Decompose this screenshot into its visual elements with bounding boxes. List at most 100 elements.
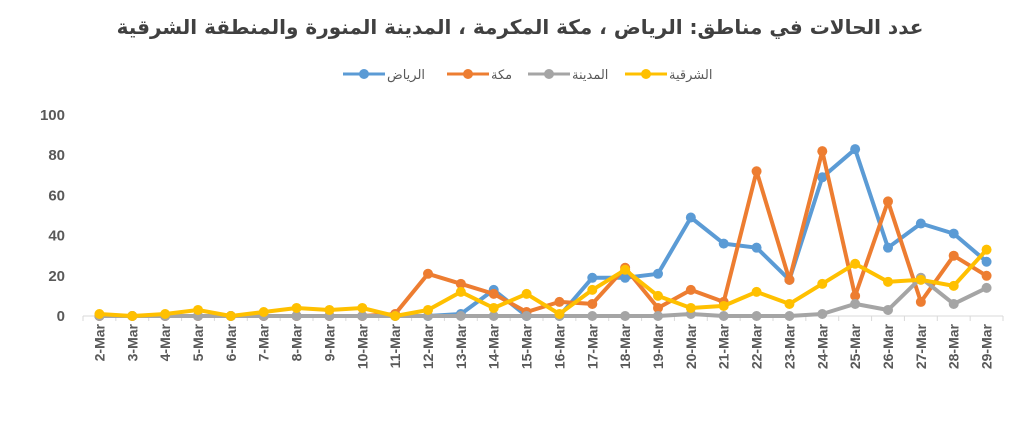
data-point-makkah-23-mar <box>784 274 795 285</box>
data-point-eastern-21-mar <box>718 300 729 311</box>
data-point-riyadh-25-mar <box>850 144 861 155</box>
data-point-eastern-4-mar <box>160 308 171 319</box>
legend-item-madinah: المدينة <box>528 68 608 83</box>
legend-label-eastern: الشرقية <box>669 68 712 83</box>
data-point-eastern-23-mar <box>784 298 795 309</box>
data-point-eastern-8-mar <box>291 302 302 313</box>
x-tick-label-9-mar: 9-Mar <box>321 323 337 361</box>
data-point-riyadh-22-mar <box>751 242 762 253</box>
data-point-eastern-10-mar <box>357 302 368 313</box>
data-point-riyadh-17-mar <box>587 272 598 283</box>
data-point-eastern-6-mar <box>225 311 236 321</box>
legend-marker-riyadh <box>359 69 369 79</box>
data-point-eastern-17-mar <box>587 284 598 295</box>
x-tick-label-12-mar: 12-Mar <box>420 323 436 369</box>
x-tick-label-28-mar: 28-Mar <box>946 323 962 369</box>
legend-marker-madinah <box>544 69 554 79</box>
data-point-makkah-14-mar <box>488 288 499 299</box>
data-point-madinah-22-mar <box>751 311 762 321</box>
chart-title: عدد الحالات في مناطق: الرياض ، مكة المكر… <box>117 15 924 40</box>
data-point-eastern-27-mar <box>915 274 926 285</box>
y-tick-label-20: 20 <box>48 268 65 285</box>
legend-marker-eastern <box>641 69 651 79</box>
x-tick-label-3-mar: 3-Mar <box>124 323 140 361</box>
data-point-eastern-22-mar <box>751 286 762 297</box>
legend-label-makkah: مكة <box>491 68 512 83</box>
data-point-eastern-9-mar <box>324 304 335 315</box>
data-point-makkah-24-mar <box>817 146 828 157</box>
series-eastern <box>94 244 992 321</box>
x-tick-label-27-mar: 27-Mar <box>913 323 929 369</box>
x-tick-label-25-mar: 25-Mar <box>847 323 863 369</box>
data-point-eastern-3-mar <box>127 311 138 321</box>
data-point-madinah-26-mar <box>883 304 893 315</box>
legend-marker-makkah <box>463 69 473 79</box>
series-makkah <box>94 146 992 321</box>
x-tick-label-29-mar: 29-Mar <box>979 323 995 369</box>
data-point-eastern-26-mar <box>883 276 893 287</box>
data-point-madinah-8-mar <box>291 311 302 321</box>
data-point-madinah-24-mar <box>817 308 828 319</box>
data-point-makkah-19-mar <box>653 302 663 313</box>
x-tick-label-11-mar: 11-Mar <box>387 323 403 368</box>
data-point-makkah-20-mar <box>685 284 696 295</box>
data-point-eastern-19-mar <box>653 290 663 301</box>
x-tick-label-10-mar: 10-Mar <box>354 323 370 369</box>
data-point-madinah-17-mar <box>587 311 598 321</box>
x-tick-label-19-mar: 19-Mar <box>650 323 666 369</box>
legend-item-makkah: مكة <box>447 68 512 83</box>
data-point-makkah-26-mar <box>883 196 893 207</box>
data-point-riyadh-27-mar <box>915 218 926 229</box>
legend-label-riyadh: الرياض <box>387 68 425 83</box>
data-point-makkah-28-mar <box>948 250 959 261</box>
x-tick-label-18-mar: 18-Mar <box>617 323 633 369</box>
series-line-eastern <box>97 247 989 318</box>
data-point-madinah-25-mar <box>850 298 861 309</box>
x-tick-label-13-mar: 13-Mar <box>453 323 469 369</box>
y-axis: 0 20 40 60 80 100 <box>40 107 65 325</box>
data-point-makkah-16-mar <box>554 296 565 307</box>
data-point-makkah-12-mar <box>423 268 433 279</box>
y-tick-label-40: 40 <box>48 228 65 245</box>
x-tick-label-20-mar: 20-Mar <box>683 323 699 369</box>
series-layer <box>94 144 992 321</box>
data-point-riyadh-20-mar <box>685 212 696 223</box>
data-point-eastern-11-mar <box>390 311 401 321</box>
data-point-eastern-12-mar <box>423 304 433 315</box>
x-tick-label-8-mar: 8-Mar <box>289 323 305 361</box>
legend-label-madinah: المدينة <box>572 68 608 83</box>
legend: الرياض مكة المدينة الشرقية <box>343 68 712 83</box>
data-point-makkah-13-mar <box>455 278 466 289</box>
data-point-eastern-5-mar <box>193 304 203 315</box>
data-point-makkah-27-mar <box>915 296 926 307</box>
x-tick-label-5-mar: 5-Mar <box>190 323 206 361</box>
data-point-madinah-18-mar <box>620 311 631 321</box>
y-tick-label-100: 100 <box>40 107 65 124</box>
data-point-riyadh-21-mar <box>718 238 729 249</box>
y-tick-label-0: 0 <box>57 308 65 325</box>
data-point-madinah-15-mar <box>521 311 532 321</box>
x-tick-label-14-mar: 14-Mar <box>486 323 502 369</box>
data-point-riyadh-19-mar <box>653 268 663 279</box>
data-point-eastern-13-mar <box>455 286 466 297</box>
data-point-riyadh-18-mar <box>620 272 631 283</box>
x-tick-label-16-mar: 16-Mar <box>551 323 567 369</box>
x-tick-label-21-mar: 21-Mar <box>716 323 732 369</box>
x-tick-label-6-mar: 6-Mar <box>223 323 239 361</box>
y-tick-label-60: 60 <box>48 187 65 204</box>
data-point-eastern-7-mar <box>258 306 269 317</box>
x-tick-label-26-mar: 26-Mar <box>880 323 896 369</box>
data-point-madinah-29-mar <box>981 282 992 293</box>
data-point-riyadh-26-mar <box>883 242 893 253</box>
x-tick-label-7-mar: 7-Mar <box>256 323 272 361</box>
legend-item-eastern: الشرقية <box>625 68 712 83</box>
data-point-makkah-22-mar <box>751 166 762 177</box>
x-tick-label-23-mar: 23-Mar <box>781 323 797 369</box>
data-point-madinah-10-mar <box>357 311 368 321</box>
data-point-makkah-29-mar <box>981 270 992 281</box>
data-point-riyadh-28-mar <box>948 228 959 239</box>
data-point-eastern-2-mar <box>94 308 105 319</box>
x-tick-label-24-mar: 24-Mar <box>814 323 830 369</box>
data-point-eastern-29-mar <box>981 244 992 255</box>
x-tick-label-22-mar: 22-Mar <box>749 323 765 369</box>
